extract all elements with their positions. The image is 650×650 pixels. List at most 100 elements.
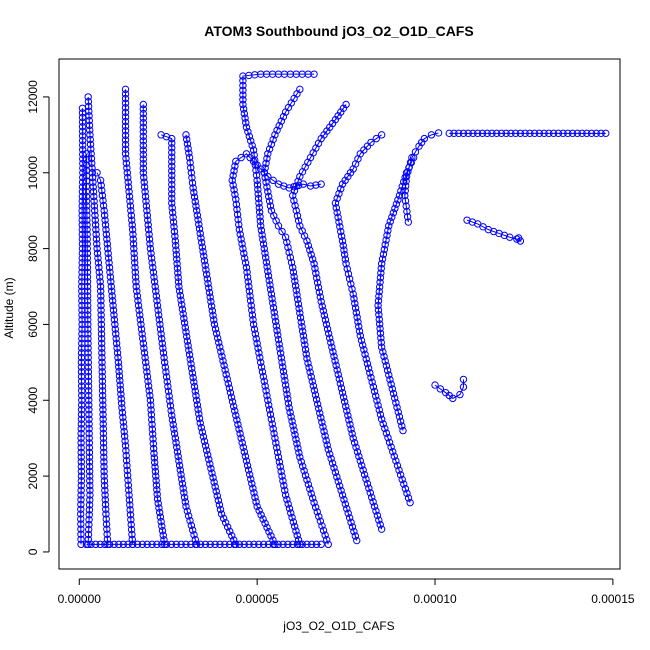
track-marker [382,362,391,370]
track-marker [87,145,95,153]
track-marker [168,176,176,184]
track-marker [265,145,274,153]
series-line [334,134,411,503]
track-marker [164,382,172,391]
track-marker [294,300,303,308]
track-marker [312,395,321,404]
track-marker [136,311,144,319]
track-marker [303,540,311,549]
track-marker [192,396,201,404]
track-marker [178,301,186,309]
data-point [324,540,332,549]
track-marker [308,494,317,502]
track-marker [77,415,86,423]
track-marker [337,232,346,240]
track-marker [417,138,426,147]
track-marker [191,387,199,395]
track-marker [83,235,91,243]
track-marker [100,448,108,457]
track-marker [381,357,389,365]
track-marker [172,246,180,254]
track-marker [168,416,177,424]
track-marker [137,325,146,333]
data-point [296,453,304,461]
data-point [128,225,137,234]
track-marker [341,255,350,263]
track-marker [174,273,182,282]
track-marker [85,443,94,452]
data-point [228,176,236,185]
track-marker [401,182,410,190]
track-marker [367,493,376,502]
track-marker [241,259,250,267]
track-marker [208,307,217,315]
track-marker [149,435,157,443]
track-marker [396,471,405,479]
track-marker [403,207,411,216]
series-12 [331,131,414,507]
track-marker [91,540,100,549]
track-marker [86,126,94,134]
track-marker [200,257,209,265]
track-marker [287,509,295,517]
track-marker [583,129,591,138]
track-marker [173,264,182,273]
track-marker [77,377,86,386]
track-marker [198,428,207,436]
track-marker [99,406,107,414]
track-marker [249,484,257,492]
data-point [377,343,386,351]
track-marker [280,481,288,490]
track-marker [159,349,168,357]
track-marker [326,334,334,342]
track-marker [83,206,91,215]
data-point [356,332,365,340]
track-marker [211,483,219,491]
track-marker [341,500,350,508]
track-marker [350,439,359,447]
track-marker [315,288,324,296]
track-marker [396,417,405,426]
data-point [78,282,86,291]
data-point [392,457,400,465]
track-marker [262,258,271,266]
track-marker [554,129,563,138]
data-point [83,263,92,272]
track-marker [221,518,230,527]
y-tick-label: 2000 [26,462,40,489]
track-marker [78,202,86,210]
data-point [349,434,357,442]
track-marker [382,429,391,437]
data-point [377,525,386,533]
track-marker [261,249,269,257]
data-point [139,169,148,177]
track-marker [84,349,92,357]
track-marker [163,377,171,386]
track-marker [236,230,244,239]
data-point [102,510,110,518]
track-marker [179,484,187,492]
data-point [602,129,610,138]
track-marker [85,420,93,428]
track-marker [379,348,387,356]
track-marker [168,139,176,147]
track-marker [348,523,357,531]
track-marker [155,508,164,517]
track-marker [363,142,372,150]
track-marker [358,341,367,349]
track-marker [121,127,130,135]
track-marker [366,369,374,377]
track-marker [187,364,196,373]
track-marker [77,462,86,471]
data-point [317,540,325,549]
series-line [160,134,237,545]
track-marker [97,181,105,190]
track-marker [361,350,369,359]
track-marker [329,348,337,356]
data-point [82,540,91,549]
track-marker [208,469,216,477]
track-marker [411,148,420,156]
track-marker [347,518,355,527]
data-point [128,540,137,549]
track-marker [403,489,411,498]
